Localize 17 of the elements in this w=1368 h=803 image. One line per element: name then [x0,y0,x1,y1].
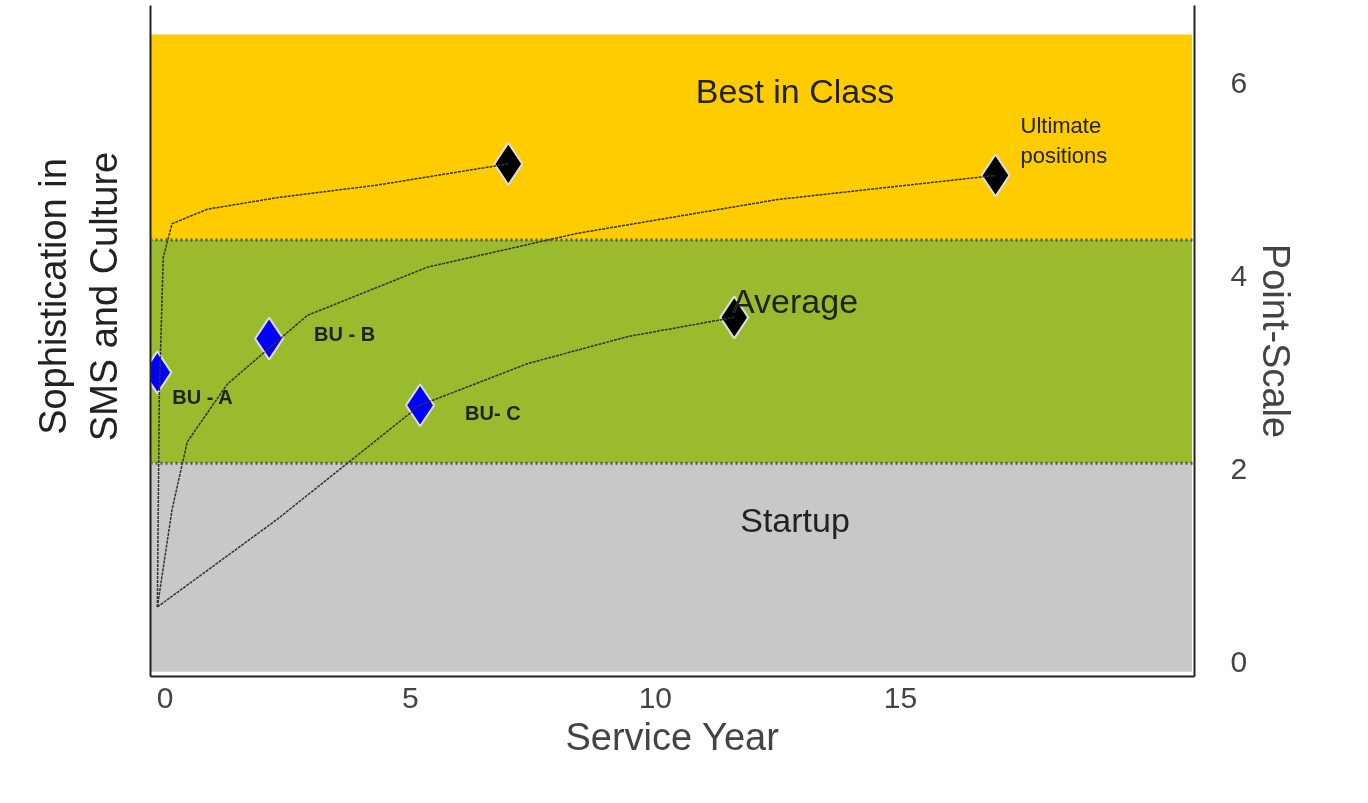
x-tick-label: 15 [883,680,918,714]
band-label: Startup [740,501,850,540]
y-tick-label: 2 [1230,451,1248,485]
x-tick-label: 0 [156,680,174,714]
annotation: BU - B [314,322,376,345]
x-tick-label: 10 [638,680,673,714]
y-tick-label: 4 [1230,258,1248,292]
y-tick-label: 6 [1230,65,1248,99]
band-label: Best in Class [695,72,895,111]
x-axis-title: Service Year [565,715,780,758]
text: Sophistication in SMS and Culture [32,151,125,442]
x-tick-label: 5 [401,680,419,714]
y-axis-title: Point-Scale [1255,243,1298,439]
annotation: BU - A [172,386,233,409]
y-tick-label: 0 [1230,645,1248,679]
annotation: Ultimate positions [1020,112,1108,168]
annotation: BU- C [465,402,521,425]
